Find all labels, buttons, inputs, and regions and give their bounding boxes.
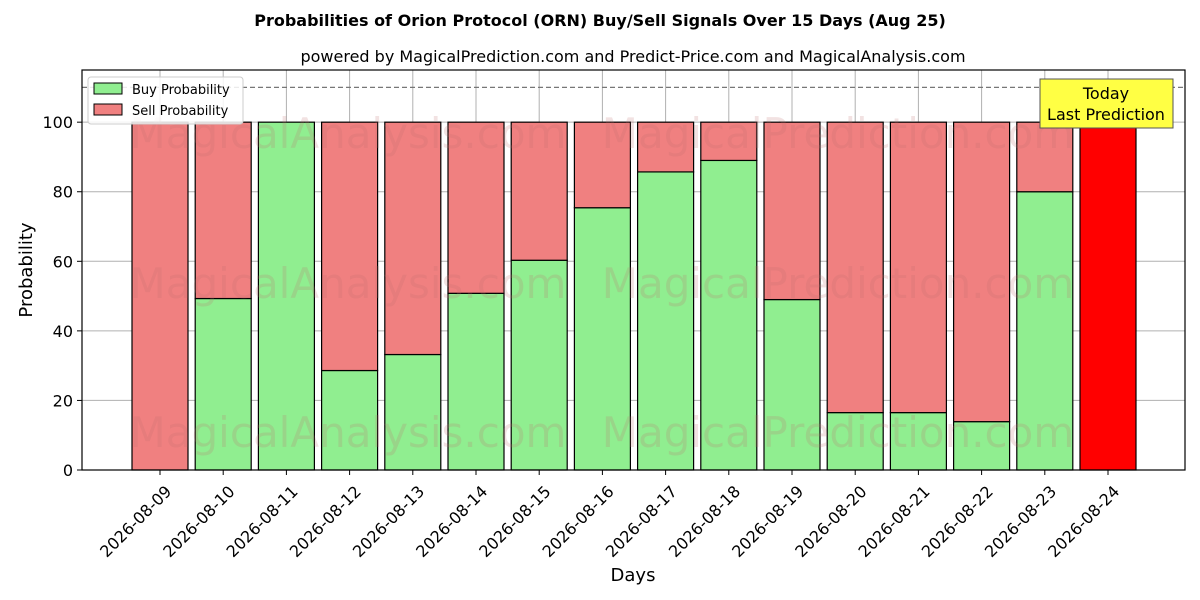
bar-sell: [573, 121, 632, 209]
annotation-text: Last Prediction: [1047, 105, 1165, 124]
bar-sell: [952, 121, 1011, 423]
bar-buy: [510, 259, 568, 471]
watermark-text: MagicalPrediction.com: [602, 408, 1075, 457]
bar-sell: [384, 121, 442, 356]
bar-buy: [889, 412, 948, 471]
y-tick-label: 20: [53, 391, 73, 410]
today-annotation: Today Last Prediction: [1039, 78, 1174, 129]
y-tick-label: 0: [63, 461, 73, 480]
bar-buy: [384, 353, 442, 471]
bar-buy: [826, 412, 884, 471]
bar-buy: [700, 159, 758, 471]
watermark-text: MagicalAnalysis.com: [130, 259, 567, 308]
bar-sell: [700, 121, 758, 162]
bar-sell: [510, 121, 568, 261]
watermark-text: MagicalAnalysis.com: [130, 408, 567, 457]
legend-label: Sell Probability: [132, 104, 229, 119]
bar-sell: [636, 121, 695, 173]
bar-buy: [636, 171, 695, 471]
legend-swatch: [93, 103, 123, 116]
chart-title: Probabilities of Orion Protocol (ORN) Bu…: [254, 11, 946, 30]
legend-swatch: [93, 82, 123, 95]
watermark-text: MagicalPrediction.com: [602, 109, 1075, 158]
bar-buy: [257, 121, 315, 471]
bars: [131, 121, 1137, 471]
watermark-text: MagicalPrediction.com: [602, 259, 1075, 308]
legend: Buy Probability Sell Probability: [87, 76, 244, 125]
bar-sell: [763, 121, 821, 301]
bar-sell: [1016, 121, 1074, 193]
bar-sell: [1079, 121, 1137, 471]
bar-sell: [194, 121, 252, 300]
bar-buy: [763, 298, 821, 471]
legend-box: [87, 76, 244, 125]
legend-label: Buy Probability: [132, 83, 230, 98]
bar-sell: [447, 121, 505, 294]
y-axis-label: Probability: [16, 222, 37, 317]
bar-sell: [826, 121, 884, 414]
bar-buy: [952, 421, 1011, 471]
y-tick-label: 80: [53, 183, 73, 202]
y-tick-label: 60: [53, 252, 73, 271]
bar-sell: [889, 121, 948, 414]
plot-frame: [81, 69, 1186, 471]
y-tick-label: 40: [53, 322, 73, 341]
bar-buy: [573, 207, 632, 471]
annotation-box: [1039, 78, 1174, 129]
bar-buy: [447, 292, 505, 471]
y-tick-label: 100: [42, 113, 73, 132]
bar-buy: [321, 369, 379, 471]
chart-subtitle: powered by MagicalPrediction.com and Pre…: [300, 47, 965, 66]
bar-sell: [321, 121, 379, 372]
x-axis-label: Days: [611, 565, 656, 586]
annotation-text: Today: [1082, 84, 1129, 103]
